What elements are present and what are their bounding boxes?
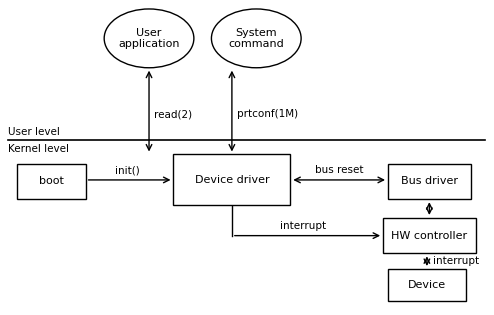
FancyBboxPatch shape bbox=[388, 164, 471, 199]
Text: interrupt: interrupt bbox=[433, 256, 479, 266]
Text: Bus driver: Bus driver bbox=[401, 176, 458, 186]
Text: System
command: System command bbox=[228, 28, 284, 49]
FancyBboxPatch shape bbox=[388, 269, 466, 301]
Text: prtconf(1M): prtconf(1M) bbox=[237, 109, 298, 119]
FancyBboxPatch shape bbox=[383, 218, 476, 254]
FancyBboxPatch shape bbox=[17, 164, 85, 199]
Text: bus reset: bus reset bbox=[315, 165, 364, 175]
Text: init(): init() bbox=[115, 165, 139, 175]
Ellipse shape bbox=[104, 9, 194, 68]
FancyBboxPatch shape bbox=[173, 154, 290, 205]
Text: boot: boot bbox=[39, 176, 64, 186]
Text: interrupt: interrupt bbox=[280, 221, 326, 231]
Text: Device: Device bbox=[408, 280, 446, 290]
Text: Kernel level: Kernel level bbox=[7, 144, 69, 154]
Ellipse shape bbox=[211, 9, 301, 68]
Text: User level: User level bbox=[7, 127, 60, 137]
Text: read(2): read(2) bbox=[154, 109, 192, 119]
Text: HW controller: HW controller bbox=[391, 231, 467, 241]
Text: Device driver: Device driver bbox=[195, 175, 269, 185]
Text: User
application: User application bbox=[118, 28, 180, 49]
